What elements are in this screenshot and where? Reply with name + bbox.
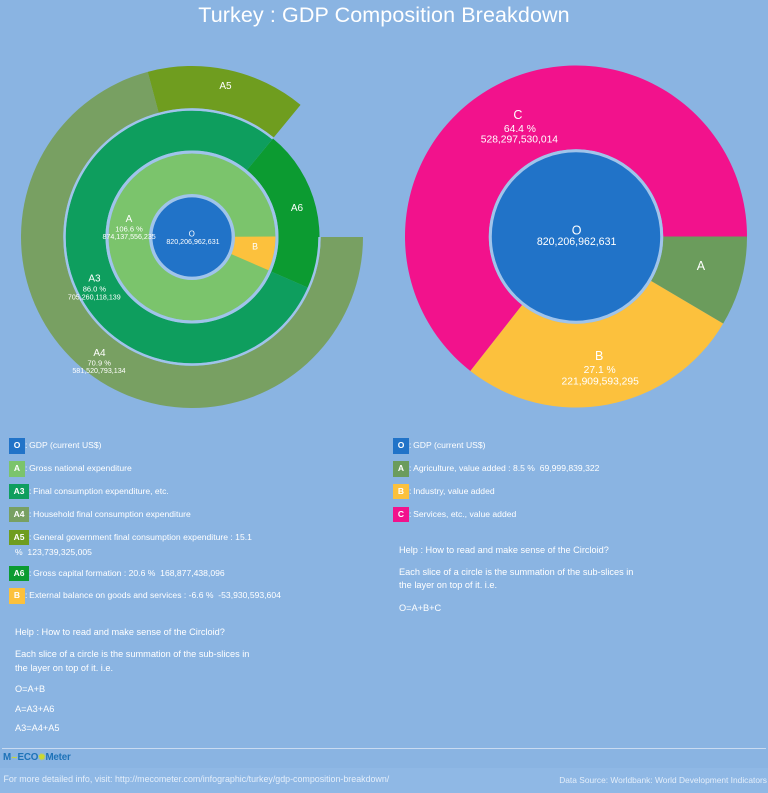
svg-text:221,909,593,295: 221,909,593,295 (562, 376, 640, 387)
svg-text:106.6 %: 106.6 % (115, 225, 143, 234)
svg-text:86.0 %: 86.0 % (83, 284, 107, 293)
svg-text:A5: A5 (219, 81, 232, 92)
svg-text:C: C (513, 108, 522, 122)
svg-text:27.1 %: 27.1 % (584, 365, 616, 376)
svg-text:581,520,793,134: 581,520,793,134 (72, 367, 125, 375)
svg-text:820,206,962,631: 820,206,962,631 (166, 238, 219, 246)
svg-text:820,206,962,631: 820,206,962,631 (537, 236, 617, 248)
svg-text:O: O (189, 230, 195, 239)
svg-text:A4: A4 (93, 348, 106, 359)
svg-text:A6: A6 (291, 203, 304, 214)
svg-text:O: O (572, 224, 582, 238)
svg-text:B: B (595, 349, 603, 363)
svg-text:A3: A3 (88, 273, 101, 284)
svg-text:874,137,556,235: 874,137,556,235 (102, 233, 155, 241)
svg-text:70.9 %: 70.9 % (88, 359, 112, 368)
svg-text:64.4 %: 64.4 % (504, 124, 536, 135)
svg-text:705,260,118,139: 705,260,118,139 (68, 294, 121, 302)
svg-text:528,297,530,014: 528,297,530,014 (481, 135, 559, 146)
svg-text:A: A (697, 259, 706, 273)
svg-text:B: B (252, 242, 258, 252)
svg-text:A: A (126, 214, 133, 225)
